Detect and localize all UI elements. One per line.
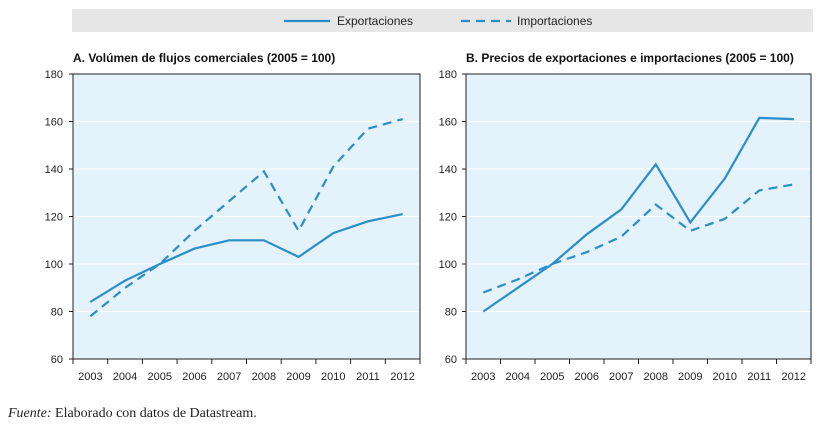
source-text: Elaborado con datos de Datastream. <box>55 406 257 421</box>
panel-a-x-tick-label: 2006 <box>182 371 206 383</box>
panel-a-x-tick-label: 2004 <box>113 371 137 383</box>
panel-b-y-tick-label: 120 <box>439 212 457 224</box>
panel-a-chart: 60 80 100 120 140 160 180 2003 2004 2005 2006 2007 2… <box>45 69 421 383</box>
panel-b-y-tick-label: 60 <box>445 354 457 366</box>
panel-b-series-exportaciones <box>482 116 794 313</box>
legend-label-importaciones: Importaciones <box>517 14 592 28</box>
panel-a-y-tick-label: 180 <box>45 69 63 81</box>
source-note: Fuente: Elaborado con datos de Datastrea… <box>8 406 257 422</box>
panel-b-x-tick-label: 2003 <box>471 371 495 383</box>
panel-b-x-tick-label: 2011 <box>747 371 771 383</box>
panel-a-y-tick-label: 140 <box>45 164 63 176</box>
panel-b-x-tick-label: 2005 <box>540 371 564 383</box>
panel-b-y-tick-label: 160 <box>439 117 457 129</box>
panel-b-x-tick-label: 2012 <box>782 371 806 383</box>
legend-label-exportaciones: Exportaciones <box>337 14 413 28</box>
panel-b-x-tick-label: 2008 <box>644 371 668 383</box>
panel-a-y-tick-label: 100 <box>45 259 63 271</box>
panel-a-y-tick-label: 120 <box>45 212 63 224</box>
panel-a-x-tick-label: 2003 <box>78 371 102 383</box>
legend-background <box>72 9 813 32</box>
panel-b-y-tick-label: 180 <box>439 69 457 81</box>
panel-b-x-tick-label: 2009 <box>678 371 702 383</box>
panel-a-x-tick-label: 2005 <box>148 371 172 383</box>
panel-b-y-tick-label: 80 <box>445 307 457 319</box>
panel-b-chart: 60 80 100 120 140 160 180 2003 2004 2005 2006 2007 2… <box>439 69 812 383</box>
panel-a-x-tick-label: 2010 <box>321 371 345 383</box>
panel-b-x-tick-label: 2010 <box>713 371 737 383</box>
panel-a-title: A. Volúmen de flujos comerciales (2005 =… <box>73 51 335 65</box>
panel-b-x-tick-label: 2007 <box>609 371 633 383</box>
panel-b-y-tick-label: 140 <box>439 164 457 176</box>
panel-b-series-importaciones <box>482 183 794 294</box>
legend: Exportaciones Importaciones <box>72 9 813 32</box>
panel-a-series-exportaciones <box>89 213 403 303</box>
panel-b-x-tick-label: 2006 <box>575 371 599 383</box>
panel-a-y-tick-label: 60 <box>51 354 63 366</box>
panel-a-x-tick-label: 2009 <box>286 371 310 383</box>
panel-a-series-importaciones <box>89 118 403 318</box>
panel-b-y-tick-label: 100 <box>439 259 457 271</box>
panel-a-x-tick-label: 2007 <box>217 371 241 383</box>
panel-a-x-tick-label: 2008 <box>252 371 276 383</box>
panel-a-y-tick-label: 80 <box>51 307 63 319</box>
panel-a-x-tick-label: 2012 <box>390 371 414 383</box>
panel-a-x-tick-label: 2011 <box>356 371 380 383</box>
panel-a-y-tick-label: 160 <box>45 117 63 129</box>
source-label: Fuente: <box>8 406 52 421</box>
panel-b-x-tick-label: 2004 <box>506 371 530 383</box>
panel-b-title: B. Precios de exportaciones e importacio… <box>466 51 794 65</box>
